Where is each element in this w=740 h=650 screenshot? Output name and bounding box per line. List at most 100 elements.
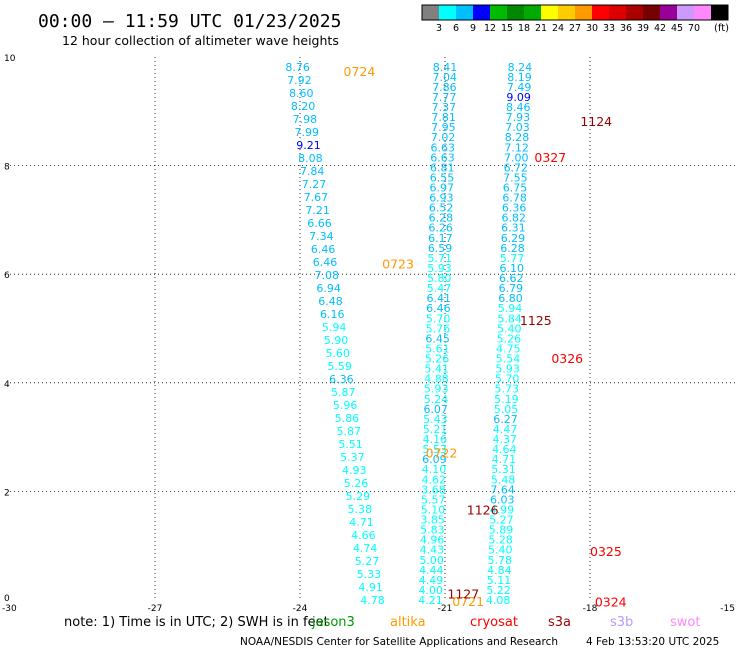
y-tick-label: 10 bbox=[4, 54, 16, 64]
wave-height-label: 5.38 bbox=[347, 503, 372, 516]
satellite-name: s3b bbox=[610, 615, 633, 630]
wave-height-label: 5.10 bbox=[421, 503, 446, 516]
pass-time-label: 1126 bbox=[467, 502, 499, 517]
wave-height-label: 7.00 bbox=[504, 151, 529, 164]
wave-height-label: 7.27 bbox=[302, 178, 327, 191]
pass-time-label: 1124 bbox=[580, 114, 612, 129]
colorbar-tick: 33 bbox=[603, 23, 615, 34]
wave-height-label: 6.07 bbox=[423, 403, 448, 416]
wave-height-label: 7.99 bbox=[294, 126, 319, 139]
wave-height-label: 5.90 bbox=[324, 334, 349, 347]
satellite-legend: jason3 altika cryosat s3a s3b swot bbox=[311, 615, 700, 630]
y-tick-label: 2 bbox=[4, 488, 10, 498]
colorbar-tick: 70 bbox=[688, 23, 700, 34]
data-marks: 8.767.928.608.207.987.999.218.087.847.27… bbox=[285, 61, 532, 607]
wave-height-label: 4.71 bbox=[349, 516, 374, 529]
wave-height-label: 9.09 bbox=[506, 91, 531, 104]
wave-height-label: 5.37 bbox=[340, 451, 365, 464]
colorbar-swatch bbox=[609, 5, 627, 20]
colorbar-swatch bbox=[558, 5, 576, 20]
colorbar-swatch bbox=[422, 5, 440, 20]
wave-height-label: 7.64 bbox=[490, 483, 515, 496]
wave-height-label: 4.08 bbox=[486, 594, 511, 607]
wave-height-label: 3.68 bbox=[421, 483, 446, 496]
wave-height-label: 6.82 bbox=[502, 212, 527, 225]
wave-height-label: 4.88 bbox=[424, 373, 449, 386]
satellite-name: s3a bbox=[548, 615, 571, 630]
wave-height-label: 4.71 bbox=[492, 453, 517, 466]
colorbar-unit: (ft) bbox=[714, 23, 729, 34]
wave-height-label: 7.92 bbox=[287, 74, 312, 87]
colorbar-tick: 3 bbox=[436, 23, 442, 34]
wave-height-label: 4.74 bbox=[353, 542, 378, 555]
pass-time-label: 0722 bbox=[426, 445, 458, 460]
wave-height-label: 6.97 bbox=[429, 182, 454, 195]
wave-height-label: 4.43 bbox=[420, 544, 445, 557]
wave-height-label: 6.94 bbox=[316, 282, 341, 295]
colorbar-tick: 6 bbox=[453, 23, 459, 34]
wave-height-label: 6.16 bbox=[320, 308, 345, 321]
pass-labels: 0724 0723 0722 0721 1124 1125 1126 1127 0327 0326… bbox=[344, 64, 627, 610]
wave-height-label: 5.05 bbox=[494, 403, 519, 416]
wave-height-label: 6.10 bbox=[499, 262, 524, 275]
wave-height-label: 6.66 bbox=[307, 217, 332, 230]
footer-note: note: 1) Time is in UTC; 2) SWH is in fe… bbox=[64, 615, 329, 630]
satellite-name: altika bbox=[390, 615, 426, 630]
pass-time-label: 0326 bbox=[551, 351, 583, 366]
colorbar-frame bbox=[421, 4, 729, 21]
wave-height-label: 6.46 bbox=[426, 302, 451, 315]
wave-height-label: 5.33 bbox=[357, 568, 382, 581]
wave-height-label: 8.24 bbox=[508, 61, 533, 74]
wave-height-label: 6.75 bbox=[503, 182, 528, 195]
wave-height-label: 6.63 bbox=[430, 151, 455, 164]
colorbar-tick: 30 bbox=[586, 23, 598, 34]
wave-height-label: 5.29 bbox=[346, 490, 371, 503]
colorbar-swatch bbox=[575, 5, 593, 20]
wave-height-label: 4.78 bbox=[360, 594, 385, 607]
wave-height-label: 7.55 bbox=[503, 171, 528, 184]
colorbar-tick: 12 bbox=[484, 23, 496, 34]
wave-height-label: 4.37 bbox=[492, 433, 517, 446]
wave-height-label: 5.93 bbox=[495, 363, 520, 376]
wave-height-label: 6.17 bbox=[428, 232, 453, 245]
wave-height-label: 5.80 bbox=[427, 272, 452, 285]
wave-height-label: 7.81 bbox=[431, 111, 456, 124]
wave-height-label: 5.77 bbox=[500, 252, 525, 265]
wave-height-label: 7.08 bbox=[315, 269, 340, 282]
wave-height-label: 4.16 bbox=[423, 433, 448, 446]
wave-height-label: 5.27 bbox=[355, 555, 380, 568]
wave-height-label: 6.31 bbox=[501, 222, 526, 235]
wave-height-label: 5.51 bbox=[338, 438, 363, 451]
x-tick-label: -27 bbox=[148, 604, 163, 614]
wave-height-label: 4.96 bbox=[420, 534, 445, 547]
wave-height-label: 7.12 bbox=[504, 141, 529, 154]
colorbar-swatch bbox=[524, 5, 542, 20]
wave-height-label: 6.79 bbox=[499, 282, 524, 295]
colorbar-tick: 36 bbox=[620, 23, 632, 34]
pass-time-label: 0724 bbox=[344, 64, 376, 79]
wave-height-label: 4.64 bbox=[492, 443, 517, 456]
chart-title: 00:00 — 11:59 UTC 01/23/2025 bbox=[38, 11, 341, 32]
wave-height-label: 5.87 bbox=[331, 386, 356, 399]
wave-height-label: 8.46 bbox=[506, 101, 531, 114]
wave-height-label: 7.49 bbox=[507, 81, 532, 94]
wave-height-label: 5.28 bbox=[488, 534, 513, 547]
pass-time-label: 0723 bbox=[382, 256, 414, 271]
colorbar: 3 6 9 12 15 18 21 24 27 30 33 36 39 42 45 70 bbox=[421, 4, 729, 34]
colorbar-tick: 24 bbox=[552, 23, 564, 34]
wave-height-label: 5.40 bbox=[497, 322, 522, 335]
wave-height-label: 5.48 bbox=[491, 473, 516, 486]
axis-labels: -30 -27 -24 -21 -18 -15 0 2 4 6 8 10 bbox=[2, 54, 735, 614]
pass-time-label: 0721 bbox=[452, 594, 484, 609]
wave-height-label: 5.27 bbox=[489, 514, 514, 527]
wave-height-label: 5.93 bbox=[427, 262, 452, 275]
wave-height-label: 6.41 bbox=[426, 292, 451, 305]
colorbar-tick: 39 bbox=[637, 23, 649, 34]
x-tick-label: -15 bbox=[720, 604, 735, 614]
wave-height-label: 4.47 bbox=[493, 423, 518, 436]
colorbar-swatch bbox=[592, 5, 610, 20]
satellite-name: jason3 bbox=[311, 615, 355, 630]
wave-height-label: 5.93 bbox=[424, 383, 449, 396]
wave-height-label: 7.21 bbox=[305, 204, 330, 217]
